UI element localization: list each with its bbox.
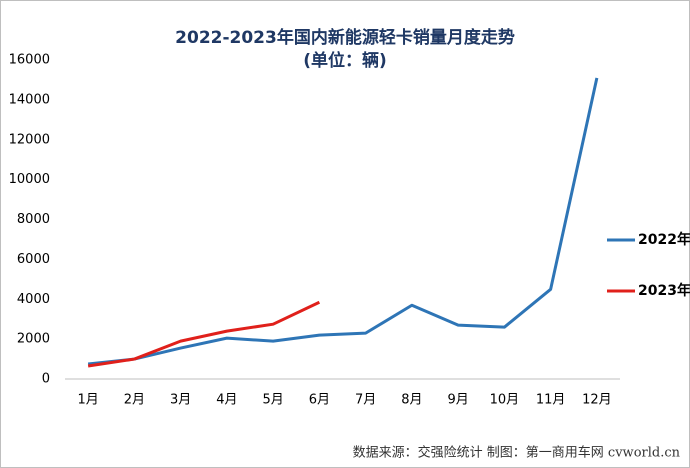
legend-label: 2023年: [638, 282, 690, 299]
x-tick-label: 5月: [262, 393, 283, 408]
x-tick-label: 12月: [582, 393, 612, 408]
x-tick-label: 11月: [536, 393, 566, 408]
x-tick-label: 9月: [447, 393, 468, 408]
chart-title: 2022-2023年国内新能源轻卡销量月度走势: [175, 27, 515, 48]
y-tick-label: 2000: [17, 332, 50, 347]
chart-subtitle: (单位：辆): [303, 50, 387, 71]
y-tick-label: 6000: [17, 252, 50, 267]
source-note: 数据来源：交强险统计 制图：第一商用车网 cvworld.cn: [353, 445, 681, 461]
y-tick-label: 0: [42, 372, 50, 387]
y-tick-label: 14000: [9, 92, 50, 107]
y-tick-label: 16000: [9, 53, 50, 68]
x-tick-label: 2月: [124, 393, 145, 408]
y-tick-label: 12000: [9, 132, 50, 147]
legend-label: 2022年: [638, 231, 690, 248]
x-tick-label: 1月: [77, 393, 98, 408]
y-tick-label: 8000: [17, 212, 50, 227]
y-tick-label: 10000: [9, 172, 50, 187]
series-line: [87, 77, 599, 366]
x-tick-label: 6月: [309, 393, 330, 408]
x-tick-label: 7月: [355, 393, 376, 408]
x-tick-label: 3月: [170, 393, 191, 408]
x-tick-label: 4月: [216, 393, 237, 408]
series-line: [87, 300, 321, 368]
x-tick-label: 10月: [490, 393, 520, 408]
y-tick-label: 4000: [17, 292, 50, 307]
x-tick-label: 8月: [401, 393, 422, 408]
